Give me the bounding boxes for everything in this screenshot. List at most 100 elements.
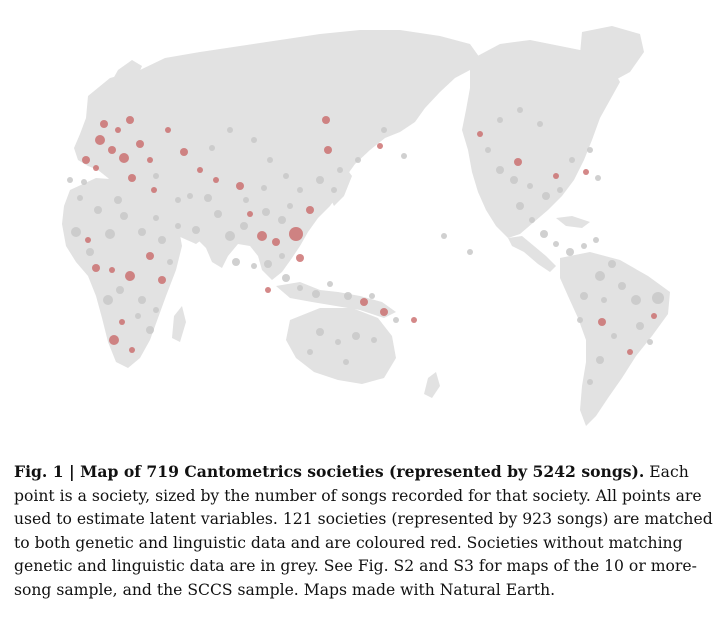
society-point-unmatched [204,194,212,202]
society-point-unmatched [517,107,523,113]
caption-body: Each point is a society, sized by the nu… [14,463,713,599]
society-point-matched [93,165,99,171]
society-point-unmatched [297,187,303,193]
landmass-greenland [580,26,644,84]
society-point-matched [380,308,388,316]
land-masses [62,26,670,426]
society-point-matched [109,267,115,273]
society-point-unmatched [557,187,563,193]
landmass-japan [330,168,352,206]
society-point-unmatched [225,231,235,241]
society-point-matched [296,254,304,262]
landmass-north-america [462,40,620,238]
society-point-unmatched [187,193,193,199]
society-point-unmatched [369,293,375,299]
society-point-matched [477,131,483,137]
society-point-matched [82,156,90,164]
society-point-unmatched [103,295,113,305]
society-point-unmatched [278,216,286,224]
figure-caption: Fig. 1 | Map of 719 Cantometrics societi… [14,460,714,602]
society-point-unmatched [393,317,399,323]
society-point-unmatched [312,290,320,298]
society-point-unmatched [527,183,533,189]
society-point-unmatched [67,177,73,183]
society-point-unmatched [337,167,343,173]
society-point-unmatched [352,332,360,340]
society-point-unmatched [146,326,154,334]
society-point-unmatched [647,339,653,345]
landmass-south-america [560,252,670,426]
society-point-matched [129,347,135,353]
society-point-unmatched [537,121,543,127]
society-point-unmatched [401,153,407,159]
society-point-unmatched [631,295,641,305]
society-point-unmatched [240,222,248,230]
society-point-unmatched [581,243,587,249]
society-point-unmatched [116,286,124,294]
society-point-unmatched [153,215,159,221]
society-point-unmatched [327,281,333,287]
society-point-unmatched [618,282,626,290]
society-point-matched [651,313,657,319]
society-point-matched [119,153,129,163]
society-point-unmatched [316,328,324,336]
society-point-matched [95,135,105,145]
society-point-unmatched [343,359,349,365]
society-point-unmatched [593,237,599,243]
society-point-unmatched [331,187,337,193]
society-point-unmatched [297,285,303,291]
society-point-unmatched [262,208,270,216]
society-point-unmatched [175,197,181,203]
landmass-scandinavia [108,60,142,108]
society-point-unmatched [243,197,249,203]
society-point-unmatched [441,233,447,239]
society-point-unmatched [251,137,257,143]
society-point-unmatched [283,173,289,179]
society-point-matched [213,177,219,183]
society-point-unmatched [227,127,233,133]
society-point-unmatched [497,117,503,123]
society-point-unmatched [279,253,285,259]
society-point-matched [109,335,119,345]
society-point-unmatched [232,258,240,266]
society-point-matched [236,182,244,190]
society-point-unmatched [569,157,575,163]
society-point-unmatched [138,296,146,304]
society-point-unmatched [77,195,83,201]
society-point-matched [322,116,330,124]
landmass-madagascar [172,306,186,342]
society-point-unmatched [153,173,159,179]
society-point-unmatched [158,236,166,244]
landmass-new-zealand [424,372,440,398]
society-point-matched [289,227,303,241]
society-point-matched [265,287,271,293]
society-point-matched [147,157,153,163]
society-point-matched [257,231,267,241]
society-point-matched [377,143,383,149]
society-point-unmatched [566,248,574,256]
society-point-unmatched [516,202,524,210]
society-point-unmatched [601,297,607,303]
society-point-unmatched [467,249,473,255]
society-point-unmatched [175,223,181,229]
society-point-matched [553,173,559,179]
society-point-unmatched [540,230,548,238]
society-point-unmatched [335,339,341,345]
society-point-unmatched [577,317,583,323]
society-point-matched [115,127,121,133]
landmass-australia [286,308,396,384]
society-point-matched [126,116,134,124]
society-point-matched [197,167,203,173]
landmass-africa [62,178,182,368]
society-point-unmatched [580,292,588,300]
society-point-matched [158,276,166,284]
society-point-unmatched [135,313,141,319]
society-point-matched [598,318,606,326]
society-point-unmatched [114,196,122,204]
society-point-matched [125,271,135,281]
society-point-unmatched [192,226,200,234]
society-point-unmatched [120,212,128,220]
society-point-matched [100,120,108,128]
society-point-unmatched [71,227,81,237]
society-point-matched [85,237,91,243]
